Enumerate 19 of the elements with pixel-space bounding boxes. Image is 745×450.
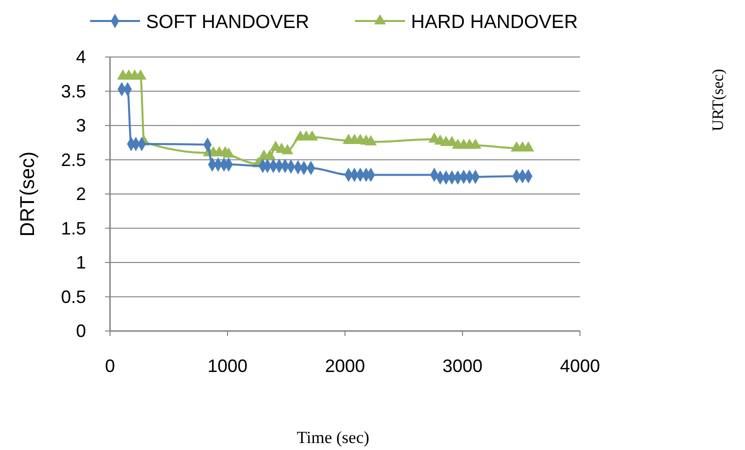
- x-tick-label: 2000: [324, 356, 366, 376]
- legend-label: HARD HANDOVER: [411, 12, 578, 33]
- y-tick-label: 3.5: [60, 81, 86, 102]
- x-tick-label: 4000: [560, 356, 600, 376]
- y-tick-label: 0: [76, 321, 86, 341]
- x-axis-title: Time (sec): [296, 428, 370, 447]
- legend-label: SOFT HANDOVER: [146, 12, 310, 33]
- x-tick-label: 3000: [442, 356, 483, 376]
- x-tick-label: 1000: [207, 356, 248, 376]
- y-tick-label: 1: [76, 252, 86, 272]
- text: URT(sec): [710, 68, 727, 132]
- y-tick-label: 0.5: [60, 286, 86, 307]
- y-tick-label: 2: [76, 184, 86, 204]
- y-tick-label: 4: [76, 47, 86, 67]
- y-axis-title: DRT(sec): [17, 151, 39, 237]
- y-tick-label: 3: [76, 116, 86, 136]
- x-tick-label: 0: [104, 356, 116, 376]
- y-tick-label: 2.5: [60, 150, 86, 170]
- y-tick-label: 1.5: [60, 218, 86, 238]
